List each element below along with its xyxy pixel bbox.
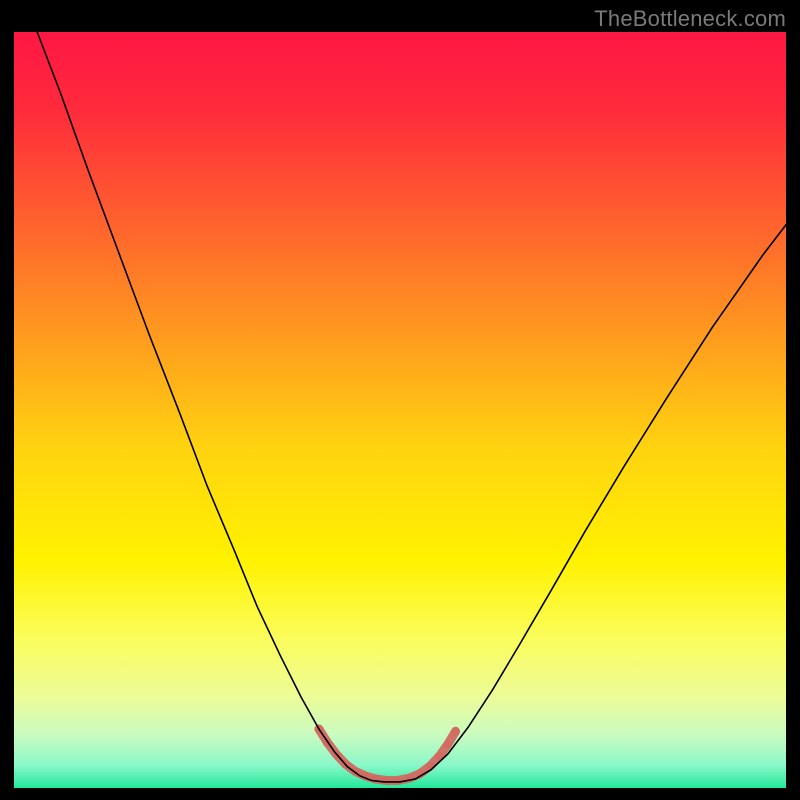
main-curve (37, 32, 786, 782)
plot-area (14, 32, 786, 788)
chart-frame: TheBottleneck.com (0, 0, 800, 800)
watermark-text: TheBottleneck.com (594, 6, 786, 32)
curve-svg (14, 32, 786, 788)
